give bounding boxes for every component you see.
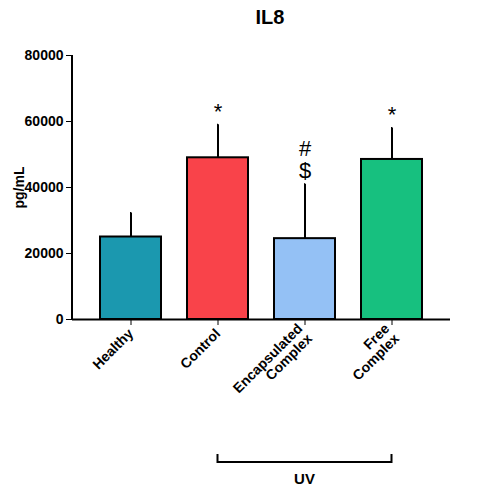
html-text:IL8: IL8 bbox=[255, 6, 285, 28]
svg-text:60000: 60000 bbox=[25, 113, 64, 129]
svg-text:40000: 40000 bbox=[25, 179, 64, 195]
svg-text:UV: UV bbox=[294, 470, 315, 487]
svg-text:*: * bbox=[388, 102, 397, 127]
svg-text:EncapsulatedComplex: EncapsulatedComplex bbox=[230, 320, 316, 406]
svg-text:Healthy: Healthy bbox=[89, 325, 136, 372]
svg-text:*: * bbox=[214, 99, 223, 124]
svg-text:#$: #$ bbox=[299, 136, 312, 183]
svg-text:Control: Control bbox=[177, 325, 224, 372]
svg-text:0: 0 bbox=[56, 311, 64, 327]
svg-text:80000: 80000 bbox=[25, 47, 64, 63]
svg-text:FreeComplex: FreeComplex bbox=[339, 320, 402, 383]
svg-text:20000: 20000 bbox=[25, 245, 64, 261]
svg-text:pg/mL: pg/mL bbox=[11, 166, 27, 208]
